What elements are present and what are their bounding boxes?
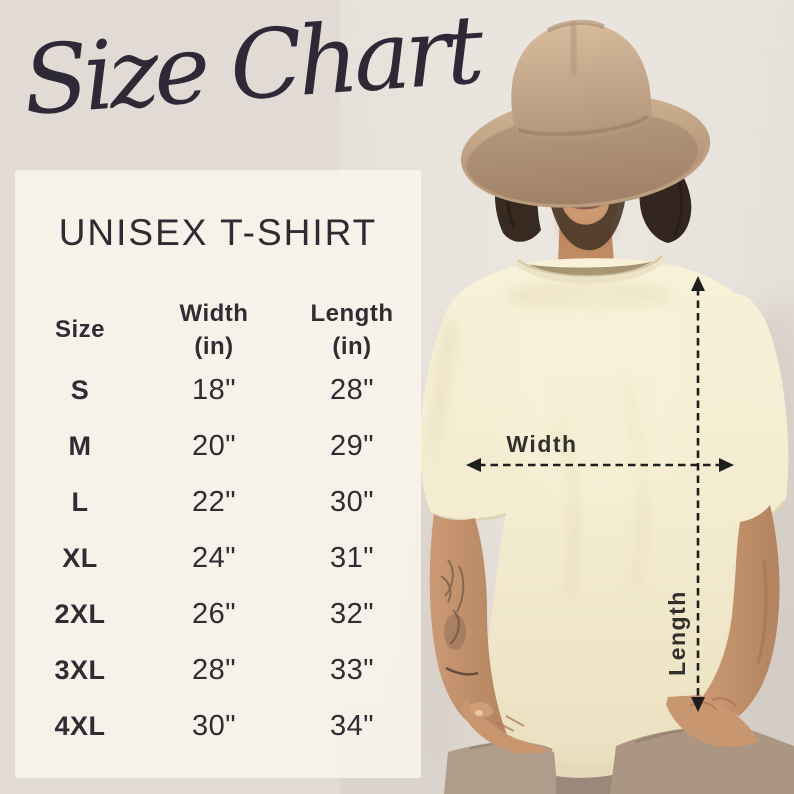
- table-row-width-value: 30": [191, 709, 237, 742]
- table-row-length-value: 31": [329, 541, 375, 574]
- table-row-length-value: 30": [329, 485, 375, 518]
- measurement-annotations: Width Length: [466, 276, 734, 712]
- column-header-line: (in): [332, 333, 372, 360]
- size-chart-panel: UNISEX T-SHIRT Size Width (in) Length (i…: [15, 170, 421, 778]
- left-arm: [429, 514, 512, 746]
- table-row-length-value: 29": [329, 429, 375, 462]
- model: [420, 19, 794, 794]
- table-row-width-value: 22": [191, 485, 237, 518]
- table-row-width-value: 24": [191, 541, 237, 574]
- table-row-size-label: 2XL: [54, 598, 106, 629]
- table-row-size-label: XL: [62, 542, 98, 573]
- head: [460, 19, 711, 251]
- table-row-size-label: L: [71, 486, 89, 517]
- table-row-length-value: 32": [329, 597, 375, 630]
- table-row-size-label: 4XL: [54, 710, 106, 741]
- width-arrow: [466, 458, 734, 472]
- column-header-length: Length (in): [311, 297, 394, 363]
- table-row-length-value: 28": [329, 373, 375, 406]
- column-header-line: Size: [54, 316, 106, 344]
- tattoo: [440, 559, 465, 645]
- table-row-width-value: 18": [191, 373, 237, 406]
- panel-heading: UNISEX T-SHIRT: [58, 212, 378, 253]
- table-row-length-value: 33": [329, 653, 375, 686]
- width-label: Width: [506, 431, 577, 457]
- table-row-size-label: M: [68, 430, 92, 461]
- table-row-size-label: 3XL: [54, 654, 106, 685]
- column-header-line: Length: [310, 299, 394, 327]
- table-row-width-value: 26": [191, 597, 237, 630]
- column-header-size: Size: [55, 313, 105, 346]
- left-hand: [461, 698, 550, 754]
- right-arm: [700, 505, 780, 716]
- fedora-hat: [460, 19, 711, 208]
- column-header-line: (in): [194, 333, 234, 360]
- length-arrow: [691, 276, 705, 712]
- size-table: Size Width (in) Length (in) S 18" 28" M …: [15, 298, 421, 754]
- column-header-width: Width (in): [180, 297, 249, 363]
- table-row-length-value: 34": [329, 709, 375, 742]
- table-row-width-value: 28": [191, 653, 237, 686]
- column-header-line: Width: [179, 299, 249, 327]
- right-hand: [666, 695, 759, 747]
- table-row-size-label: S: [70, 374, 90, 405]
- table-row-width-value: 20": [191, 429, 237, 462]
- length-label: Length: [664, 590, 690, 676]
- beard: [545, 166, 628, 251]
